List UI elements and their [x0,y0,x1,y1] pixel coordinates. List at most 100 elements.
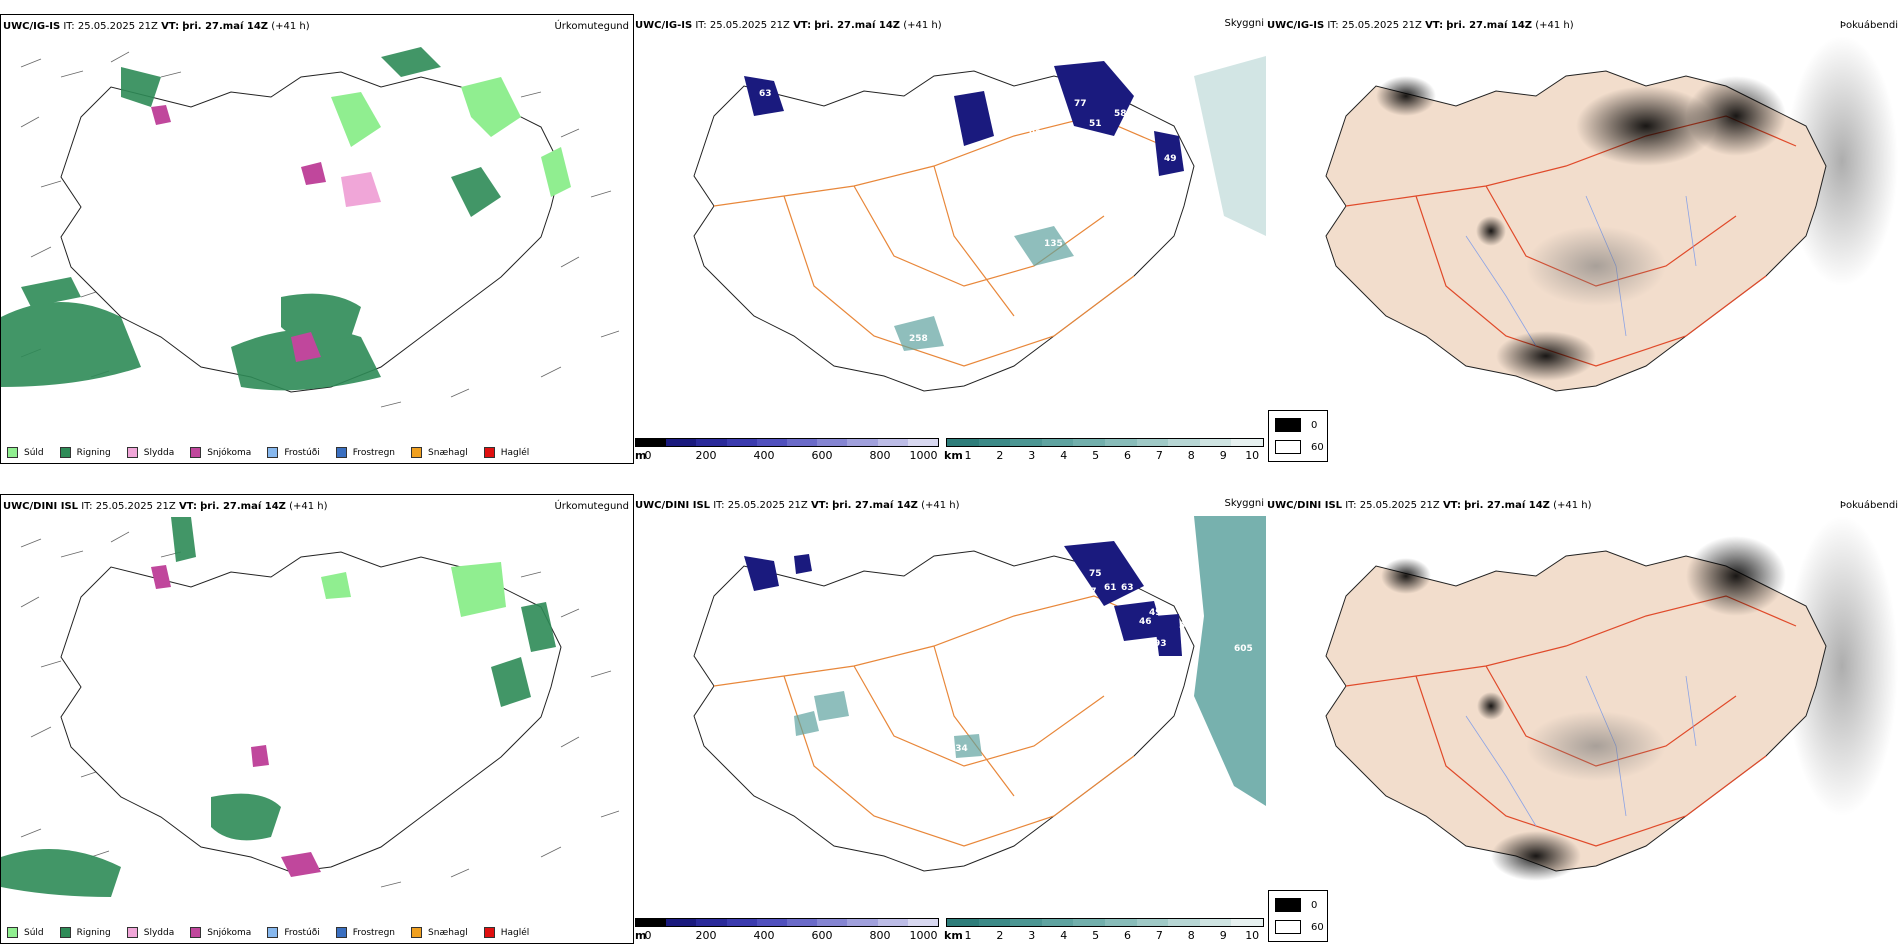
precip-panel-top: UWC/IG-IS IT: 25.05.2025 21Z VT: þri. 27… [0,14,634,464]
fog-areas [1376,76,1786,381]
svg-text:317: 317 [939,319,958,329]
svg-text:38: 38 [774,119,787,129]
visibility-tick: 4 [1060,929,1068,942]
precip-map-top [1,47,620,408]
ceiling-ticks-top: 0 200 400 600 800 1000 [644,449,938,463]
svg-text:605: 605 [1234,644,1253,654]
cloud-value-labels: 63 38 57 89 92 77 51 58 36 49 110 135 25… [759,89,1177,344]
legend-item-snow-pellets: Snæhagl [411,447,468,458]
cloud-panel-top: UWC/IG-IS IT: 25.05.2025 21Z VT: þri. 27… [634,14,1266,464]
legend-item-snow: Snjókoma [190,447,251,458]
precip-title-bottom: UWC/DINI ISL IT: 25.05.2025 21Z VT: þri.… [3,501,328,512]
ceiling-unit-bottom: m [635,929,647,942]
cloud-map-top: 63 38 57 89 92 77 51 58 36 49 110 135 25… [693,56,1266,392]
snow-areas [151,105,326,362]
visibility-tick: 5 [1092,449,1100,462]
svg-text:89: 89 [1039,119,1052,129]
ceiling-tick: 200 [695,929,717,942]
fog-legend-row: 60 [1275,920,1324,934]
fog-legend-row: 0 [1275,898,1317,912]
ceiling-tick: 400 [753,929,775,942]
svg-text:51: 51 [1089,119,1102,129]
cloud-value-labels: 75 47 61 63 49 46 37 93 134 276 53 50 60… [909,569,1253,899]
ceiling-tick: 800 [869,449,891,462]
precip-field-top: Úrkomutegund [554,21,629,32]
legend-item-sleet: Slydda [126,927,174,938]
svg-text:46: 46 [1139,617,1152,627]
legend-item-sleet: Slydda [126,447,174,458]
svg-text:61: 61 [1104,583,1117,593]
cloud-field-bottom: Skyggni [1224,498,1264,509]
ceiling-colorbar-bottom [635,918,939,927]
ceiling-tick: 400 [753,449,775,462]
cloud-panel-bottom: UWC/DINI ISL IT: 25.05.2025 21Z VT: þri.… [634,494,1266,944]
visibility-tick: 2 [996,929,1004,942]
drizzle-areas [331,77,571,197]
ceiling-tick: 800 [869,929,891,942]
visibility-tick: 4 [1060,449,1068,462]
precip-legend-bottom: Súld Rigning Slydda Snjókoma Frostúði Fr… [7,927,545,938]
svg-text:63: 63 [1121,583,1134,593]
ceiling-tick: 0 [644,929,652,942]
fog-field-bottom: Þokuábendi [1839,500,1898,511]
svg-text:75: 75 [1089,569,1102,579]
iceland-outline [60,551,562,873]
ceiling-tick: 0 [644,449,652,462]
visibility-tick: 10 [1245,929,1260,942]
svg-text:49: 49 [1149,608,1162,618]
visibility-areas [794,691,982,758]
ceiling-ticks-bottom: 0 200 400 600 800 1000 [644,929,938,943]
svg-text:135: 135 [1044,239,1063,249]
cloud-field-top: Skyggni [1224,18,1264,29]
svg-text:53: 53 [909,889,922,899]
svg-text:258: 258 [909,334,928,344]
ceiling-tick: 600 [811,929,833,942]
visibility-colorbar-bottom [946,918,1264,927]
svg-text:92: 92 [1029,129,1042,139]
ceiling-colorbar-top [635,438,939,447]
svg-text:110: 110 [974,179,993,189]
svg-text:58: 58 [1114,109,1127,119]
fog-panel-bottom: UWC/DINI ISL IT: 25.05.2025 21Z VT: þri.… [1266,494,1900,944]
fog-map-bottom [1325,516,1898,881]
visibility-ticks-top: 1 2 3 4 5 6 7 8 9 10 [964,449,1260,463]
rain-areas [1,517,556,897]
cloud-map-bottom: 75 47 61 63 49 46 37 93 134 276 53 50 60… [693,516,1266,899]
ceiling-tick: 600 [811,449,833,462]
legend-item-drizzle: Súld [7,447,44,458]
precip-map-bottom [1,517,620,897]
low-ceiling-areas [744,541,1182,656]
svg-text:134: 134 [949,744,968,754]
visibility-tick: 1 [964,449,972,462]
fog-legend-bottom: 0 60 [1268,890,1328,942]
visibility-areas [894,56,1266,351]
fog-legend-row: 0 [1275,418,1317,432]
visibility-tick: 3 [1028,929,1036,942]
fog-title-bottom: UWC/DINI ISL IT: 25.05.2025 21Z VT: þri.… [1267,500,1592,511]
visibility-tick: 7 [1155,449,1163,462]
fog-legend-row: 60 [1275,440,1324,454]
fog-title-top: UWC/IG-IS IT: 25.05.2025 21Z VT: þri. 27… [1267,20,1574,31]
fog-panel-top: UWC/IG-IS IT: 25.05.2025 21Z VT: þri. 27… [1266,14,1900,464]
visibility-tick: 8 [1187,449,1195,462]
snow-areas [151,565,321,877]
svg-text:36: 36 [1134,139,1147,149]
rain-areas [1,47,501,391]
visibility-unit-bottom: km [944,929,963,942]
precip-title-top: UWC/IG-IS IT: 25.05.2025 21Z VT: þri. 27… [3,21,310,32]
legend-item-drizzle: Súld [7,927,44,938]
sleet-areas [341,172,381,207]
ceiling-unit-top: m [635,449,647,462]
svg-text:49: 49 [1164,154,1177,164]
fog-legend-top: 0 60 [1268,410,1328,462]
cloud-title-top: UWC/IG-IS IT: 25.05.2025 21Z VT: þri. 27… [635,20,942,31]
legend-item-freezing-rain: Frostregn [335,927,395,938]
fog-areas [1381,536,1786,881]
svg-text:93: 93 [1154,639,1167,649]
visibility-tick: 6 [1124,929,1131,942]
visibility-tick: 1 [964,929,972,942]
wind-barbs [20,531,620,888]
fog-field-top: Þokuábendi [1839,20,1898,31]
visibility-tick: 9 [1219,929,1227,942]
visibility-tick: 7 [1155,929,1163,942]
